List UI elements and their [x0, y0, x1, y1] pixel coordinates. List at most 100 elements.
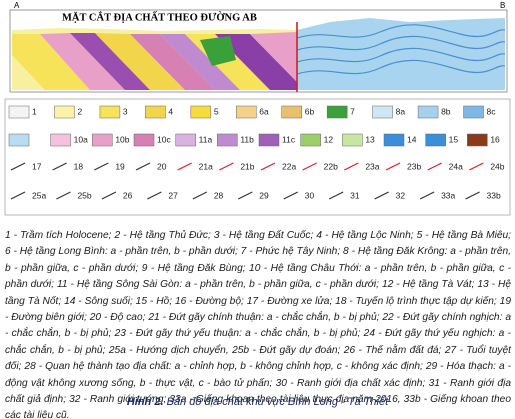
legend-label: 26: [123, 190, 133, 200]
cross-section: A B MẶT CẮT ĐỊA CHẤT THEO ĐƯỜNG AB: [9, 1, 508, 93]
layer-line: [296, 59, 506, 75]
legend-label: 16: [490, 134, 500, 144]
legend-swatch: [383, 133, 405, 147]
legend-symbol: [147, 191, 162, 200]
legend-swatch: [236, 105, 257, 119]
legend-label: 25b: [77, 190, 91, 200]
legend-swatch: [281, 105, 302, 119]
legend-symbol: [219, 162, 234, 171]
legend-label: 23b: [407, 161, 421, 171]
legend-swatch: [217, 133, 238, 147]
legend-label: 7: [350, 106, 355, 116]
legend-symbol: [238, 191, 253, 200]
legend-symbol: [328, 191, 344, 200]
legend-label: 2: [77, 106, 82, 116]
legend-symbol: [469, 162, 484, 171]
legend-label: 6b: [305, 106, 315, 116]
legend-swatch: [8, 105, 30, 119]
legend-label: 10a: [74, 134, 88, 144]
unit: [70, 33, 150, 90]
legend-swatch: [467, 133, 488, 147]
legend-label: 11b: [240, 134, 254, 144]
legend-label: 21a: [199, 161, 213, 171]
legend-symbol: [260, 162, 276, 171]
legend-label: 30: [305, 190, 315, 200]
legend-label: 25a: [32, 190, 46, 200]
legend-symbol: [56, 191, 71, 200]
legend-swatch: [425, 133, 446, 147]
legend-label: 15: [449, 134, 459, 144]
legend-label: 31: [350, 190, 360, 200]
legend-label: 33b: [487, 190, 501, 200]
legend-swatch: [417, 105, 439, 119]
legend-label: 4: [168, 106, 173, 116]
legend-label: 22a: [282, 161, 296, 171]
legend-label: 1: [32, 106, 37, 116]
unit: [160, 34, 240, 90]
legend-label: 11c: [282, 134, 296, 144]
legend-label: 24b: [490, 161, 504, 171]
legend-symbol: [52, 162, 67, 171]
legend-swatch: [54, 105, 75, 119]
layer-line: [296, 35, 506, 51]
legend-label: 12: [324, 134, 334, 144]
unit: [12, 34, 90, 90]
legend-label: 5: [214, 106, 219, 116]
legend-symbol: [135, 162, 151, 171]
legend-symbol: [427, 162, 442, 171]
figure-caption: Hình 2. Bản đồ địa chất khu vực Bình Lon…: [0, 396, 515, 408]
layer-line: [296, 24, 506, 39]
legend-swatch: [258, 133, 280, 147]
legend-symbol: [419, 191, 435, 200]
legend-label: 10b: [115, 134, 129, 144]
legend-swatch: [145, 105, 166, 119]
legend-swatch: [300, 133, 321, 147]
legend-label: 32: [396, 190, 406, 200]
legend-swatch: [92, 133, 113, 147]
legend-label: 3: [123, 106, 128, 116]
legend-symbol: [10, 191, 26, 200]
legend-swatch: [463, 105, 484, 119]
legend-symbol: [177, 162, 192, 171]
unit: [297, 18, 505, 90]
section-end: B: [500, 1, 505, 10]
layer-line: [296, 47, 506, 63]
legend-symbol: [302, 162, 317, 171]
legend-symbol: [385, 162, 401, 171]
legend-symbol: [192, 191, 208, 200]
legend-label: 13: [365, 134, 375, 144]
unit: [250, 32, 297, 82]
section-end: A: [14, 1, 20, 10]
legend-label: 6a: [259, 106, 269, 116]
figure-text: Bản đồ địa chất khu vực Bình Long - Tà T…: [166, 396, 389, 408]
legend-label: 17: [32, 161, 42, 171]
legend-symbol: [101, 191, 117, 200]
legend-label: 28: [214, 190, 224, 200]
legend-label: 22b: [324, 161, 338, 171]
legend-swatch: [372, 105, 393, 119]
legend-label: 19: [115, 161, 125, 171]
unit: [40, 33, 125, 90]
legend-label: 20: [157, 161, 167, 171]
legend-swatch: [50, 133, 71, 147]
legend-label: 11a: [199, 134, 213, 144]
legend-swatch: [190, 105, 212, 119]
unit: [130, 34, 215, 90]
legend-label: 33a: [441, 190, 455, 200]
legend-label: 23a: [365, 161, 379, 171]
legend-symbol: [374, 191, 389, 200]
legend-symbol: [344, 162, 359, 171]
legend-swatch: [175, 133, 196, 147]
unit: [95, 33, 185, 90]
legend-label: 27: [168, 190, 178, 200]
unit: [215, 34, 297, 90]
legend-label: 10c: [157, 134, 171, 144]
legend-frame: [4, 98, 511, 216]
legend-label: 14: [407, 134, 417, 144]
legend-swatch: [8, 133, 30, 147]
legend-symbol: [283, 191, 298, 200]
caption-text: 1 - Trầm tích Holocene; 2 - Hệ tầng Thủ …: [5, 230, 511, 419]
legend-label: 8a: [396, 106, 406, 116]
